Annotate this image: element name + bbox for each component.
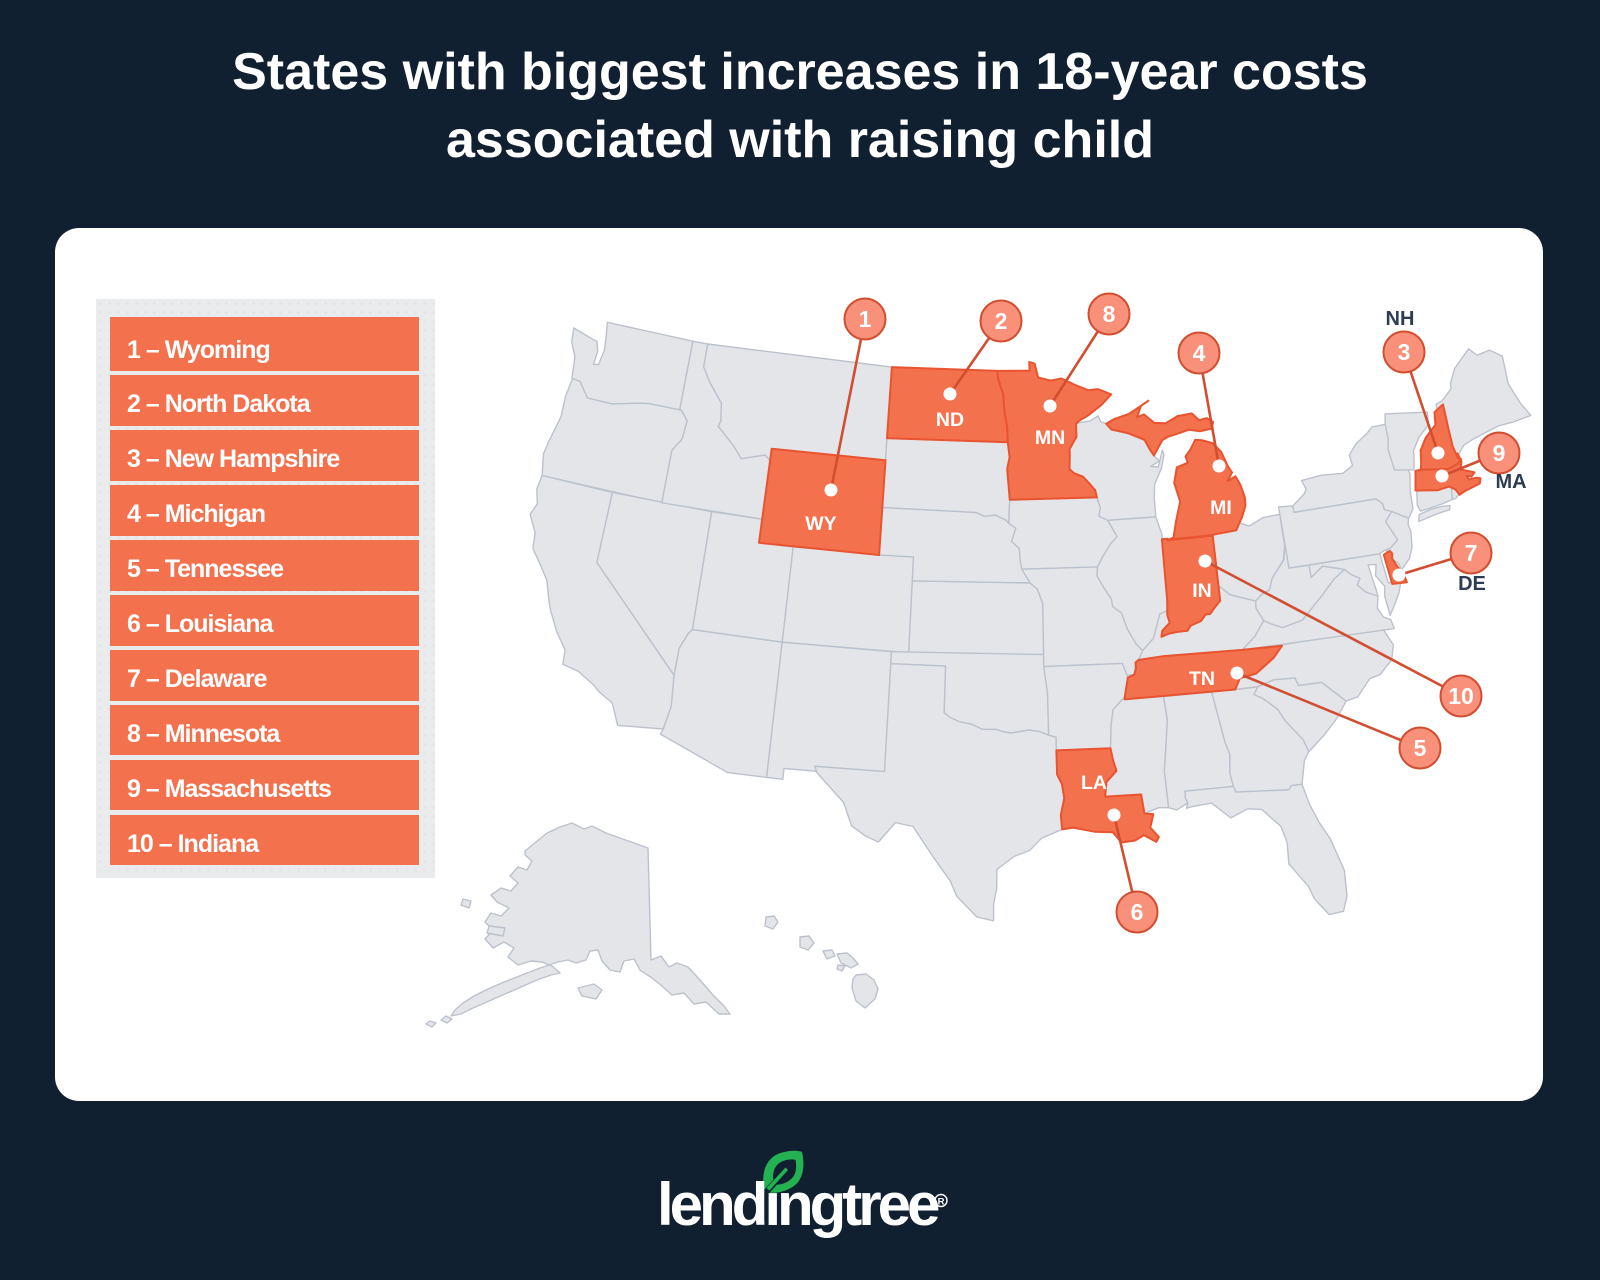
svg-text:5: 5 — [1414, 735, 1427, 761]
svg-text:MI: MI — [1210, 497, 1232, 519]
svg-text:LA: LA — [1081, 772, 1107, 794]
svg-text:1: 1 — [859, 306, 872, 332]
svg-text:WY: WY — [805, 513, 836, 535]
svg-text:R: R — [938, 1196, 945, 1207]
svg-text:DE: DE — [1458, 573, 1486, 595]
svg-text:10: 10 — [1448, 683, 1474, 709]
svg-text:MA: MA — [1495, 471, 1526, 493]
svg-text:MN: MN — [1035, 427, 1065, 449]
svg-text:lendıngtree: lendıngtree — [657, 1171, 939, 1238]
svg-text:9: 9 — [1493, 440, 1506, 466]
svg-text:NH: NH — [1386, 308, 1415, 330]
svg-text:IN: IN — [1192, 580, 1212, 602]
svg-text:ND: ND — [936, 409, 964, 431]
svg-text:6: 6 — [1131, 899, 1144, 925]
svg-text:2: 2 — [995, 308, 1008, 334]
svg-text:7: 7 — [1465, 540, 1478, 566]
svg-text:TN: TN — [1189, 668, 1215, 690]
svg-text:3: 3 — [1398, 339, 1411, 365]
svg-text:8: 8 — [1103, 301, 1116, 327]
svg-text:4: 4 — [1193, 340, 1206, 366]
